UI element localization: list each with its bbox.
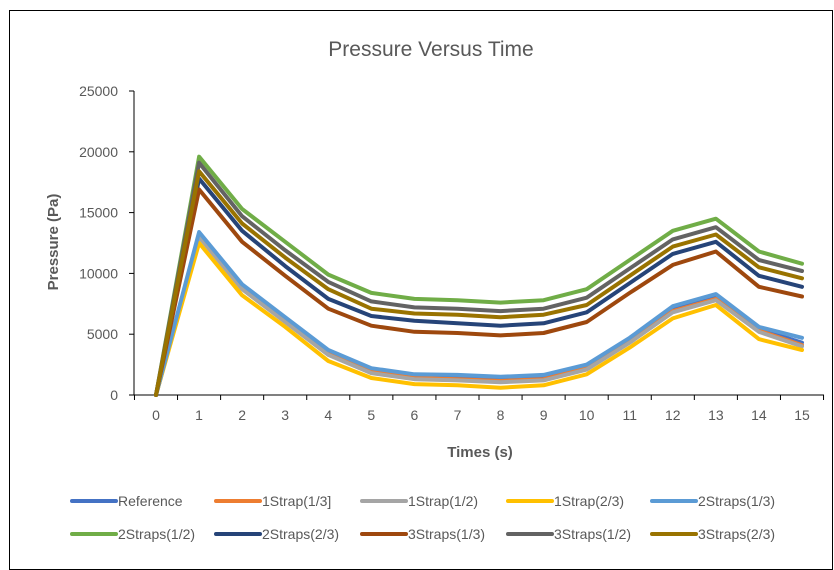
series-line-6 [154, 176, 804, 397]
legend-label-1: 1Strap(1/3] [262, 493, 331, 509]
y-tick-label: 25000 [79, 83, 118, 99]
legend-label-7: 3Straps(1/3) [408, 526, 485, 542]
series-line-5 [154, 154, 804, 397]
x-tick-label: 0 [152, 407, 160, 423]
pressure-chart: Pressure Versus Time Times (s) Pressure … [45, 38, 825, 542]
legend-label-8: 3Straps(1/2) [554, 526, 631, 542]
x-tick-label: 3 [281, 407, 289, 423]
x-tick-label: 11 [622, 407, 637, 423]
x-tick-label: 14 [751, 407, 767, 423]
legend-label-5: 2Straps(1/2) [118, 526, 195, 542]
series-line-4 [154, 230, 804, 397]
chart-title: Pressure Versus Time [328, 38, 533, 61]
legend-label-0: Reference [118, 493, 183, 509]
x-axis-title: Times (s) [447, 444, 513, 461]
y-tick-label: 5000 [87, 326, 118, 342]
y-tick-label: 20000 [79, 144, 118, 160]
x-tick-label: 12 [665, 407, 681, 423]
series-line-7 [154, 187, 804, 397]
x-tick-label: 8 [497, 407, 505, 423]
series-line-2 [154, 234, 804, 397]
x-tick-label: 15 [794, 407, 810, 423]
x-tick-label: 4 [324, 407, 332, 423]
y-tick-label: 0 [110, 387, 118, 403]
y-tick-label: 10000 [79, 265, 118, 281]
x-tick-label: 13 [708, 407, 724, 423]
legend-label-6: 2Straps(2/3) [262, 526, 339, 542]
y-tick-label: 15000 [79, 205, 118, 221]
x-tick-label: 6 [411, 407, 419, 423]
series-line-3 [154, 241, 804, 397]
series-line-8 [154, 160, 804, 397]
y-axis-title: Pressure (Pa) [45, 194, 62, 291]
legend-label-4: 2Straps(1/3) [698, 493, 775, 509]
x-tick-label: 1 [195, 407, 203, 423]
series-line-9 [154, 169, 804, 397]
x-tick-label: 9 [540, 407, 548, 423]
legend-label-2: 1Strap(1/2) [408, 493, 478, 509]
x-tick-label: 10 [579, 407, 595, 423]
legend-label-3: 1Strap(2/3) [554, 493, 624, 509]
chart-frame: Pressure Versus Time Times (s) Pressure … [9, 10, 833, 570]
x-tick-label: 5 [367, 407, 375, 423]
legend-label-9: 3Straps(2/3) [698, 526, 775, 542]
x-tick-label: 7 [454, 407, 462, 423]
x-tick-label: 2 [238, 407, 246, 423]
